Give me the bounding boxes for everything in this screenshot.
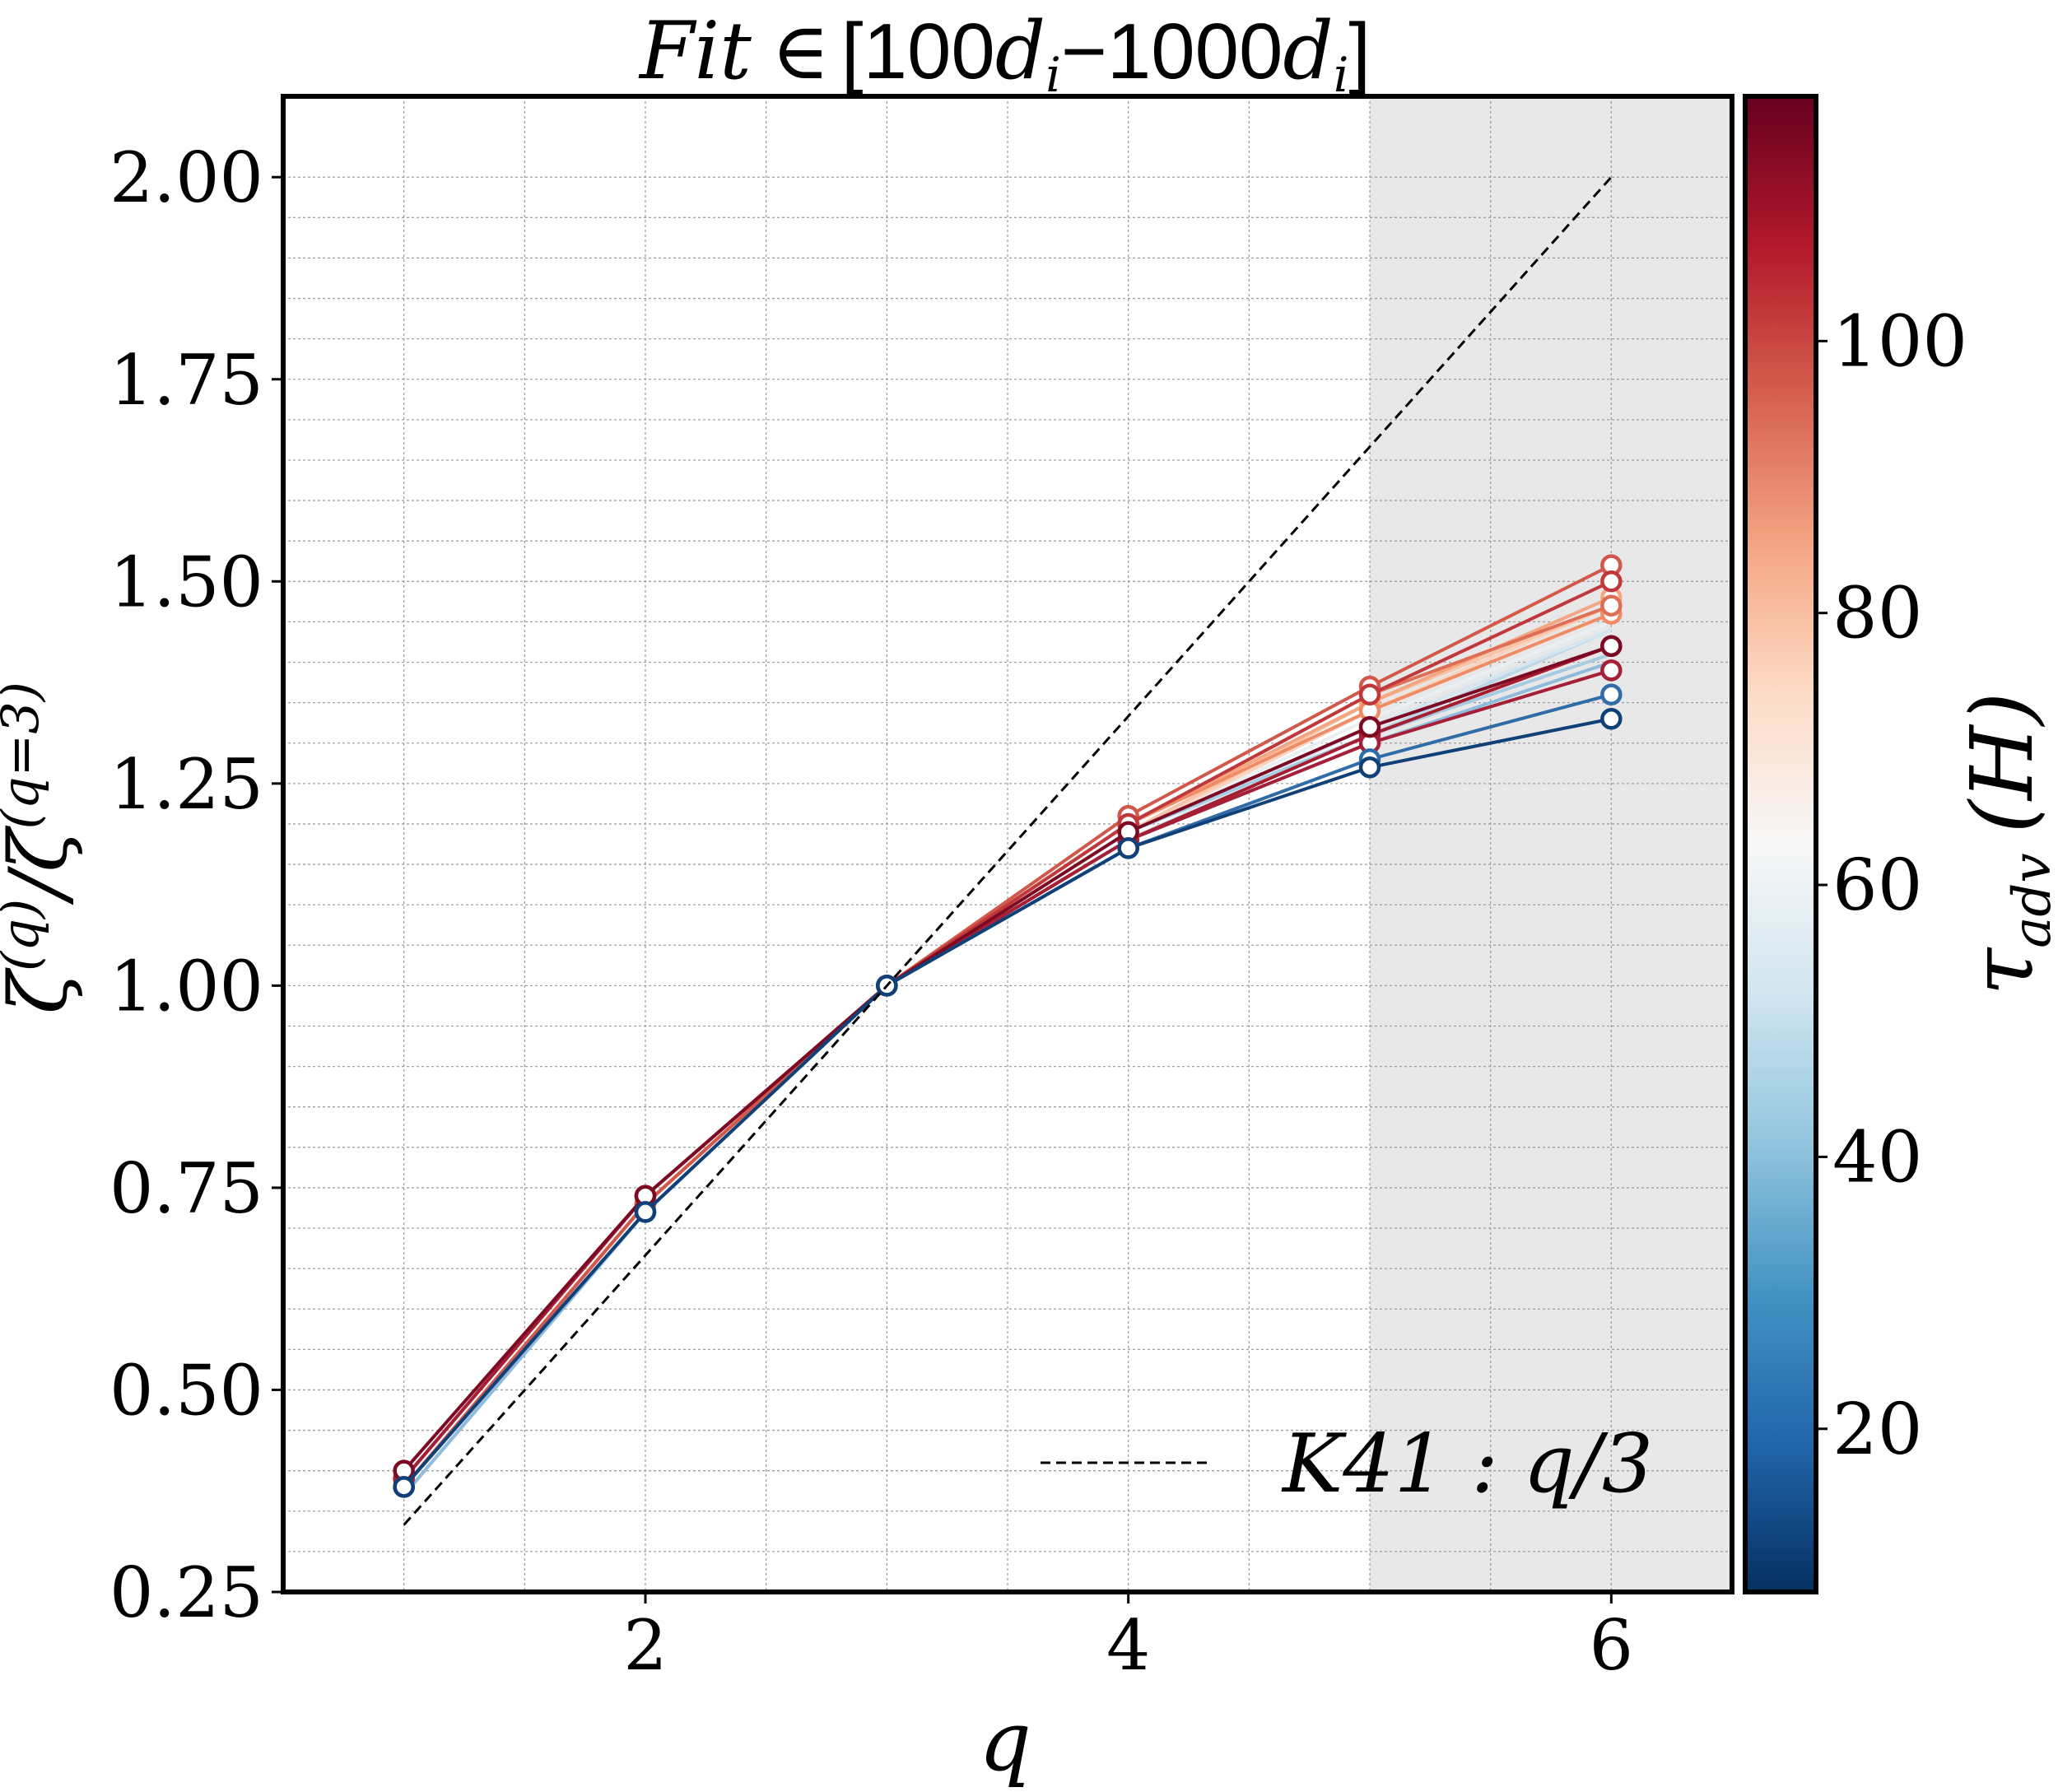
shaded-region xyxy=(1370,96,1732,1592)
series-line xyxy=(403,717,1612,1488)
colorbar-tick-label: 60 xyxy=(1832,845,1922,927)
y-tick-label: 1.50 xyxy=(109,542,263,622)
series-point xyxy=(1117,837,1139,859)
series-point xyxy=(1600,683,1623,706)
x-tick-label: 2 xyxy=(623,1605,667,1686)
k41-reference-line xyxy=(403,176,1613,1526)
chart-title: Fit ∈ [100di−1000di] xyxy=(638,5,1371,103)
colorbar: 20 40 60 80 100 τadv(H) xyxy=(1743,94,2058,1594)
series-point xyxy=(1358,756,1381,779)
colorbar-ticks: 20 40 60 80 100 xyxy=(1816,300,1967,1471)
colorbar-tick-label: 40 xyxy=(1832,1116,1922,1199)
y-tick-label: 0.75 xyxy=(109,1148,263,1229)
plot-area xyxy=(281,94,1734,1594)
legend-label-k41: K41 : q/3 xyxy=(1281,1417,1653,1511)
series-line xyxy=(403,563,1613,1488)
series-point xyxy=(1600,594,1623,617)
series-point xyxy=(393,1476,415,1498)
y-tick-label: 0.50 xyxy=(109,1350,263,1431)
y-tick-label: 1.25 xyxy=(109,744,263,825)
series xyxy=(393,708,1623,1498)
y-tick-label: 0.25 xyxy=(109,1552,263,1633)
colorbar-tick-label: 80 xyxy=(1832,573,1922,655)
legend: K41 : q/3 xyxy=(1041,1417,1653,1511)
x-axis-ticks: 2 4 6 xyxy=(623,1592,1633,1686)
series-point xyxy=(1600,570,1623,593)
grid xyxy=(283,96,1732,1592)
y-axis-ticks: 0.25 0.50 0.75 1.00 1.25 1.50 1.75 2.00 xyxy=(109,137,283,1633)
y-axis-label: ζ(q)/ζ(q=3) xyxy=(0,682,85,1014)
series-point xyxy=(1600,708,1623,730)
plot-frame xyxy=(281,94,1734,1594)
x-tick-label: 6 xyxy=(1590,1605,1633,1686)
x-axis-label: q xyxy=(979,1693,1031,1790)
colorbar-label: τadv(H) xyxy=(1952,692,2058,996)
series-point xyxy=(1358,715,1381,738)
series-point xyxy=(1600,635,1623,658)
colorbar-tick-label: 100 xyxy=(1832,300,1967,383)
series-point xyxy=(634,1201,657,1223)
series-point xyxy=(1358,683,1381,706)
series-layer xyxy=(393,554,1623,1498)
y-tick-label: 2.00 xyxy=(109,137,263,218)
series-point xyxy=(1600,659,1623,682)
colorbar-gradient xyxy=(1743,94,1818,1594)
y-tick-label: 1.75 xyxy=(109,340,263,421)
y-tick-label: 1.00 xyxy=(109,946,263,1026)
series-line xyxy=(403,644,1612,1472)
colorbar-tick-label: 20 xyxy=(1832,1389,1922,1471)
x-tick-label: 4 xyxy=(1106,1605,1150,1686)
